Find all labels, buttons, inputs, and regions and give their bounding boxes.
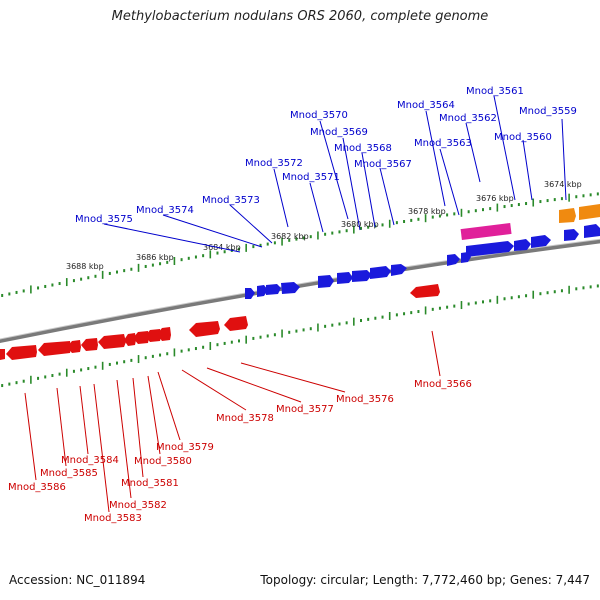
gene-label[interactable]: Mnod_3569 [310, 127, 368, 138]
scale-label: 3688 kbp [66, 262, 104, 271]
gene-label[interactable]: Mnod_3574 [136, 205, 194, 216]
gene-label[interactable]: Mnod_3566 [414, 379, 472, 390]
scale-label: 3680 kbp [341, 220, 379, 229]
gene-arrow[interactable] [466, 241, 514, 257]
scale-label: 3682 kbp [271, 232, 309, 241]
gene-label[interactable]: Mnod_3575 [75, 214, 133, 225]
chromosome-backbone [0, 239, 600, 344]
gene-arrow[interactable] [281, 282, 300, 294]
gene-arrow[interactable] [124, 333, 136, 346]
gene-arrow[interactable] [133, 331, 149, 344]
accession-text: Accession: NC_011894 [9, 573, 146, 587]
gene-label[interactable]: Mnod_3586 [8, 482, 66, 493]
rna-gene[interactable] [460, 222, 512, 241]
gene-arrow[interactable] [6, 345, 37, 360]
gene-arrow[interactable] [98, 334, 126, 349]
gene-label[interactable]: Mnod_3564 [397, 100, 455, 111]
gene-label[interactable]: Mnod_3577 [276, 404, 334, 415]
gene-label[interactable]: Mnod_3584 [61, 455, 119, 466]
gene-arrow[interactable] [0, 349, 5, 360]
gene-label[interactable]: Mnod_3576 [336, 394, 394, 405]
scale-label: 3684 kbp [203, 243, 241, 252]
gene-arrow[interactable] [189, 321, 220, 337]
gene-arrow[interactable] [81, 338, 98, 351]
gene-arrow[interactable] [410, 284, 440, 298]
gene-arrow[interactable] [391, 264, 407, 276]
gene-label[interactable]: Mnod_3578 [216, 413, 274, 424]
scale-track-lower [1, 284, 599, 388]
reverse-labels: Mnod_3566 Mnod_3576 Mnod_3577 Mnod_3578 … [8, 379, 472, 524]
genome-stats-text: Topology: circular; Length: 7,772,460 bp… [260, 573, 590, 587]
gene-label[interactable]: Mnod_3570 [290, 110, 348, 121]
gene-arrow[interactable] [145, 329, 161, 342]
gene-label[interactable]: Mnod_3568 [334, 143, 392, 154]
gene-arrow[interactable] [245, 288, 255, 299]
gene-label[interactable]: Mnod_3581 [121, 478, 179, 489]
gene-label[interactable]: Mnod_3579 [156, 442, 214, 453]
gene-label[interactable]: Mnod_3580 [134, 456, 192, 467]
gene-arrow[interactable] [224, 316, 248, 331]
gene-arrow[interactable] [514, 239, 531, 251]
gene-arrow[interactable] [447, 254, 460, 266]
scale-label: 3674 kbp [544, 180, 582, 189]
gene-label[interactable]: Mnod_3572 [245, 158, 303, 169]
gene-label[interactable]: Mnod_3583 [84, 513, 142, 524]
scale-label: 3676 kbp [476, 194, 514, 203]
gene-label[interactable]: Mnod_3563 [414, 138, 472, 149]
scale-label: 3678 kbp [408, 207, 446, 216]
scale-track-upper [1, 192, 599, 297]
forward-strand-genes [245, 204, 600, 299]
reverse-label-connectors [24, 330, 441, 513]
gene-arrow[interactable] [370, 266, 391, 279]
gene-arrow[interactable] [352, 270, 372, 282]
gene-arrow[interactable] [559, 208, 576, 223]
gene-arrow[interactable] [38, 341, 71, 356]
reverse-strand-genes [0, 284, 440, 360]
gene-label[interactable]: Mnod_3560 [494, 132, 552, 143]
gene-label[interactable]: Mnod_3585 [40, 468, 98, 479]
scale-label: 3686 kbp [136, 253, 174, 262]
gene-arrow[interactable] [564, 229, 579, 241]
gene-arrow[interactable] [318, 275, 334, 288]
gene-label[interactable]: Mnod_3561 [466, 86, 524, 97]
gene-label[interactable]: Mnod_3571 [282, 172, 340, 183]
gene-arrow[interactable] [579, 204, 600, 220]
forward-labels: Mnod_3559 Mnod_3560 Mnod_3561 Mnod_3562 … [75, 86, 577, 225]
scale-labels: 3674 kbp 3676 kbp 3678 kbp 3680 kbp 3682… [66, 180, 582, 271]
gene-arrow[interactable] [584, 224, 600, 238]
gene-label[interactable]: Mnod_3582 [109, 500, 167, 511]
gene-arrow[interactable] [337, 272, 353, 284]
gene-arrow[interactable] [257, 285, 268, 297]
gene-label[interactable]: Mnod_3559 [519, 106, 577, 117]
gene-label[interactable]: Mnod_3573 [202, 195, 260, 206]
gene-arrow[interactable] [266, 284, 281, 295]
forward-label-connectors [103, 95, 567, 253]
map-title: Methylobacterium nodulans ORS 2060, comp… [111, 9, 489, 24]
gene-label[interactable]: Mnod_3567 [354, 159, 412, 170]
gene-arrow[interactable] [531, 235, 551, 248]
gene-label[interactable]: Mnod_3562 [439, 113, 497, 124]
